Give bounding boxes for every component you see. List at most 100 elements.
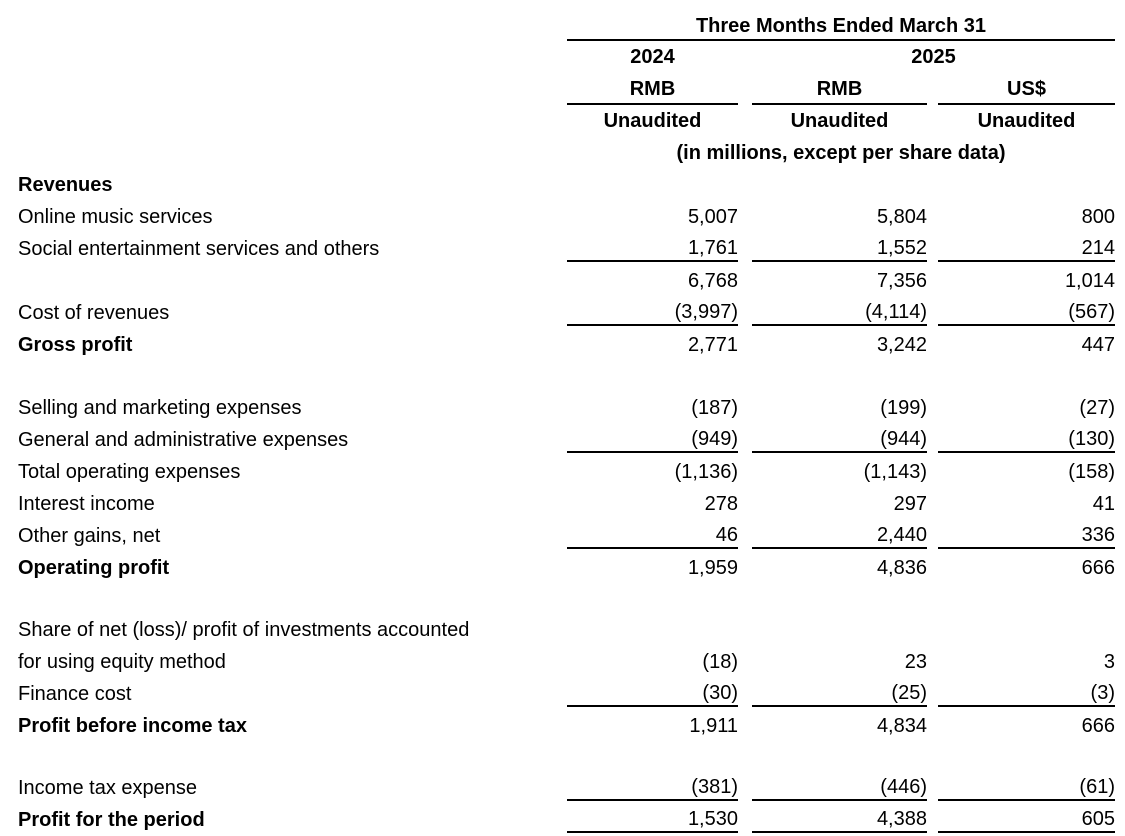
value-cell: (944) [752, 428, 927, 453]
value-cell: 5,007 [687, 205, 738, 228]
year-2025-header: 2025 [911, 46, 956, 68]
value-cell: 6,768 [687, 269, 738, 292]
table-row: General and administrative expenses (949)… [18, 424, 1115, 456]
value-cell: 1,530 [567, 808, 738, 836]
row-label: Selling and marketing expenses [18, 396, 302, 419]
row-label: Operating profit [18, 556, 170, 579]
value-cell: (3,997) [567, 301, 738, 326]
value-cell: (4,114) [752, 301, 927, 326]
table-row: Selling and marketing expenses (187) (199)… [18, 392, 1115, 424]
audit-status-row: Unaudited Unaudited Unaudited [18, 105, 1115, 137]
currency-header-row: RMB RMB US$ [18, 74, 1115, 105]
value-cell: (158) [1068, 460, 1115, 483]
value-cell: (3) [938, 682, 1115, 707]
value-cell: (1,143) [863, 460, 927, 483]
table-row: Profit for the period 1,530 4,388 605 [18, 804, 1115, 836]
audit-col2-label: Unaudited [790, 109, 889, 132]
row-label: Cost of revenues [18, 301, 170, 324]
value-cell: (187) [691, 396, 738, 419]
period-header-row: Three Months Ended March 31 [18, 8, 1115, 41]
currency-col1-header: RMB [567, 78, 738, 105]
value-cell: 666 [1081, 714, 1115, 737]
value-cell: 336 [938, 524, 1115, 549]
currency-col3-header: US$ [938, 78, 1115, 105]
value-cell: 41 [1092, 492, 1115, 515]
row-label: Share of net (loss)/ profit of investmen… [18, 619, 470, 673]
table-row: Total operating expenses (1,136) (1,143) (1… [18, 456, 1115, 488]
spacer-row [18, 361, 1115, 392]
row-label: Income tax expense [18, 776, 197, 799]
table-row: Interest income 278 297 41 [18, 488, 1115, 520]
value-cell: (567) [938, 301, 1115, 326]
row-label: Interest income [18, 492, 155, 515]
value-cell: 2,771 [687, 333, 738, 356]
row-label: Gross profit [18, 333, 133, 356]
value-cell: 447 [1081, 333, 1115, 356]
period-title: Three Months Ended March 31 [567, 15, 1115, 41]
value-cell: 1,552 [752, 237, 927, 262]
value-cell: (27) [1079, 396, 1115, 419]
value-cell: 4,834 [876, 714, 927, 737]
value-cell: (61) [938, 776, 1115, 801]
value-cell: (130) [938, 428, 1115, 453]
value-cell: 1,911 [689, 714, 738, 737]
row-label: Other gains, net [18, 524, 161, 547]
row-label: General and administrative expenses [18, 428, 349, 451]
value-cell: (25) [752, 682, 927, 707]
table-row: Profit before income tax 1,911 4,834 666 [18, 710, 1115, 742]
row-label: Revenues [18, 173, 113, 196]
value-cell: (949) [567, 428, 738, 453]
year-2024-header: 2024 [630, 46, 675, 68]
table-row: Share of net (loss)/ profit of investmen… [18, 614, 1115, 678]
value-cell: 7,356 [876, 269, 927, 292]
value-cell: 23 [904, 651, 927, 673]
value-cell: (446) [752, 776, 927, 801]
value-cell: (30) [567, 682, 738, 707]
value-cell: 46 [567, 524, 738, 549]
currency-col2-header: RMB [752, 78, 927, 105]
value-cell: (18) [702, 651, 738, 673]
table-row: Cost of revenues (3,997) (4,114) (567) [18, 297, 1115, 329]
table-row: Online music services 5,007 5,804 800 [18, 201, 1115, 233]
value-cell: 800 [1081, 205, 1115, 228]
value-cell: 1,014 [1064, 269, 1115, 292]
value-cell: (1,136) [674, 460, 738, 483]
year-header-row: 2024 2025 [18, 41, 1115, 74]
table-row: Social entertainment services and others… [18, 233, 1115, 265]
value-cell: 605 [938, 808, 1115, 836]
value-cell: 1,959 [687, 556, 738, 579]
value-cell: (199) [880, 396, 927, 419]
value-cell: 278 [704, 492, 738, 515]
spacer-row [18, 584, 1115, 614]
table-row: Revenues [18, 169, 1115, 201]
table-row: Income tax expense (381) (446) (61) [18, 772, 1115, 804]
table-body: Revenues Online music services 5,007 5,804 8… [18, 169, 1115, 836]
value-cell: 214 [938, 237, 1115, 262]
value-cell: 3 [1103, 651, 1115, 673]
table-row: Operating profit 1,959 4,836 666 [18, 552, 1115, 584]
value-cell: 3,242 [876, 333, 927, 356]
row-label: Online music services [18, 205, 213, 228]
row-label: Social entertainment services and others [18, 237, 380, 260]
value-cell: 5,804 [876, 205, 927, 228]
value-cell: 4,388 [752, 808, 927, 836]
value-cell: 1,761 [567, 237, 738, 262]
row-label: Total operating expenses [18, 460, 241, 483]
table-row: 6,768 7,356 1,014 [18, 265, 1115, 297]
spacer-row [18, 742, 1115, 772]
table-row: Finance cost (30) (25) (3) [18, 678, 1115, 710]
audit-col1-label: Unaudited [603, 109, 702, 132]
row-label: Profit for the period [18, 808, 205, 831]
table-row: Gross profit 2,771 3,242 447 [18, 329, 1115, 361]
table-row: Other gains, net 46 2,440 336 [18, 520, 1115, 552]
value-cell: 297 [893, 492, 927, 515]
value-cell: (381) [567, 776, 738, 801]
value-cell: 2,440 [752, 524, 927, 549]
row-label: Finance cost [18, 682, 132, 705]
value-cell: 666 [1081, 556, 1115, 579]
units-note: (in millions, except per share data) [676, 141, 1006, 164]
value-cell: 4,836 [876, 556, 927, 579]
row-label: Profit before income tax [18, 714, 247, 737]
units-note-row: (in millions, except per share data) [18, 137, 1115, 169]
